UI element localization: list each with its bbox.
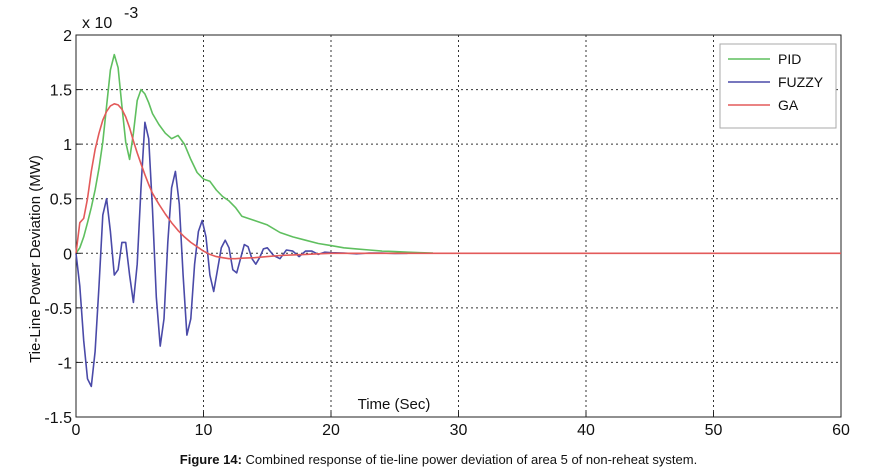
y-tick-label: 1 xyxy=(63,137,72,154)
figure-caption-label: Figure 14: xyxy=(179,452,242,467)
legend: PID FUZZY GA xyxy=(719,43,837,129)
y-tick-label: 0.5 xyxy=(50,192,72,209)
series-layer xyxy=(75,53,841,388)
x-axis-label: Time (Sec) xyxy=(358,396,431,413)
legend-label-ga: GA xyxy=(778,97,799,113)
x-tick-label: 60 xyxy=(832,422,850,439)
x-tick-label: 30 xyxy=(450,422,468,439)
y-tick-label: -1.5 xyxy=(44,410,72,427)
legend-box xyxy=(719,43,837,129)
ticks: 0 10 20 30 40 50 60 -1.5 -1 -0.5 0 0.5 1 1.5 2 xyxy=(44,28,850,439)
x-tick-label: 0 xyxy=(72,422,81,439)
y-exponent-power: -3 xyxy=(124,5,138,22)
y-tick-label: 0 xyxy=(63,246,72,263)
series-line-fuzzy xyxy=(75,121,408,388)
series-line-ga xyxy=(75,103,841,260)
figure-caption: Figure 14: Combined response of tie-line… xyxy=(0,452,877,467)
y-tick-label: 2 xyxy=(63,28,72,45)
x-tick-label: 20 xyxy=(322,422,340,439)
x-tick-label: 50 xyxy=(705,422,723,439)
y-tick-label: -0.5 xyxy=(44,301,72,318)
series-line-pid xyxy=(75,53,434,254)
y-exponent-label: x 10 xyxy=(82,15,112,32)
y-tick-label: 1.5 xyxy=(50,83,72,100)
x-tick-label: 40 xyxy=(577,422,595,439)
figure-caption-text: Combined response of tie-line power devi… xyxy=(241,452,698,467)
legend-label-pid: PID xyxy=(778,51,801,67)
y-axis-label: Tie-Line Power Deviation (MW) xyxy=(27,155,44,363)
legend-label-fuzzy: FUZZY xyxy=(778,74,824,90)
x-tick-label: 10 xyxy=(195,422,213,439)
y-tick-label: -1 xyxy=(58,355,72,372)
